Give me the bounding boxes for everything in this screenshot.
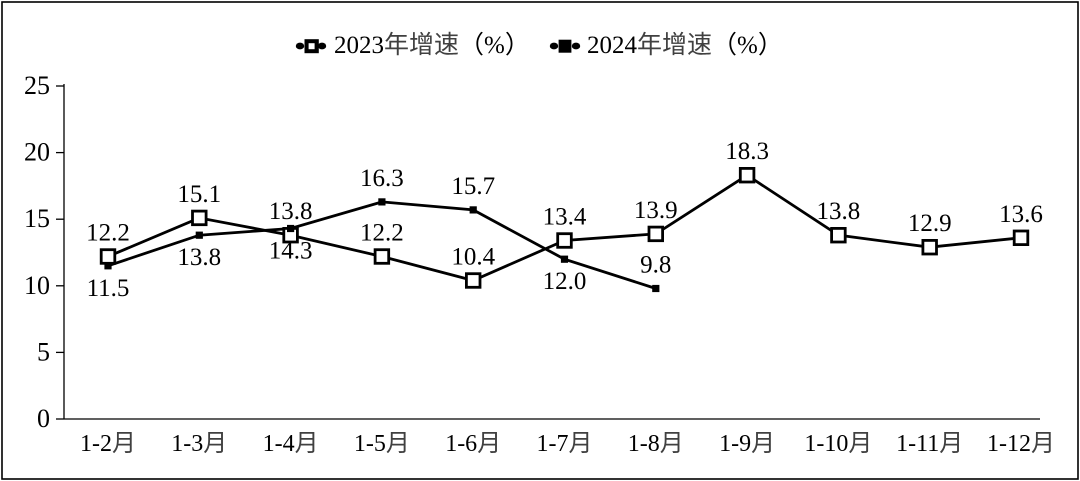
svg-text:10.4: 10.4 bbox=[451, 244, 495, 271]
svg-text:20: 20 bbox=[24, 138, 50, 167]
svg-text:1-7月: 1-7月 bbox=[537, 431, 593, 457]
svg-text:15.1: 15.1 bbox=[177, 181, 221, 208]
svg-text:12.2: 12.2 bbox=[360, 220, 404, 247]
svg-text:15: 15 bbox=[24, 204, 50, 233]
svg-text:2024年增速（%）: 2024年增速（%） bbox=[587, 31, 783, 59]
svg-text:13.4: 13.4 bbox=[543, 204, 587, 231]
svg-text:1-2月: 1-2月 bbox=[80, 431, 136, 457]
svg-text:11.5: 11.5 bbox=[87, 275, 130, 302]
svg-text:12.9: 12.9 bbox=[908, 210, 952, 237]
svg-text:25: 25 bbox=[24, 71, 50, 100]
svg-text:13.6: 13.6 bbox=[999, 201, 1043, 228]
svg-text:1-5月: 1-5月 bbox=[354, 431, 410, 457]
svg-text:13.8: 13.8 bbox=[177, 244, 221, 271]
svg-text:16.3: 16.3 bbox=[360, 165, 404, 192]
svg-text:12.0: 12.0 bbox=[543, 268, 587, 295]
svg-text:14.3: 14.3 bbox=[269, 238, 313, 265]
svg-text:18.3: 18.3 bbox=[725, 138, 769, 165]
svg-text:2023年增速（%）: 2023年增速（%） bbox=[334, 31, 530, 59]
svg-text:1-12月: 1-12月 bbox=[987, 431, 1055, 457]
svg-text:13.8: 13.8 bbox=[269, 198, 313, 225]
svg-text:5: 5 bbox=[37, 337, 50, 366]
svg-text:1-10月: 1-10月 bbox=[804, 431, 872, 457]
svg-text:1-8月: 1-8月 bbox=[628, 431, 684, 457]
svg-text:10: 10 bbox=[24, 271, 50, 300]
svg-text:13.8: 13.8 bbox=[817, 198, 861, 225]
svg-text:1-6月: 1-6月 bbox=[445, 431, 501, 457]
svg-text:1-11月: 1-11月 bbox=[896, 431, 963, 457]
svg-text:1-4月: 1-4月 bbox=[263, 431, 319, 457]
svg-text:13.9: 13.9 bbox=[634, 197, 678, 224]
svg-text:15.7: 15.7 bbox=[451, 173, 495, 200]
svg-text:9.8: 9.8 bbox=[640, 252, 671, 279]
svg-text:1-3月: 1-3月 bbox=[171, 431, 227, 457]
svg-text:0: 0 bbox=[37, 404, 50, 433]
svg-text:1-9月: 1-9月 bbox=[719, 431, 775, 457]
svg-text:12.2: 12.2 bbox=[86, 220, 130, 247]
